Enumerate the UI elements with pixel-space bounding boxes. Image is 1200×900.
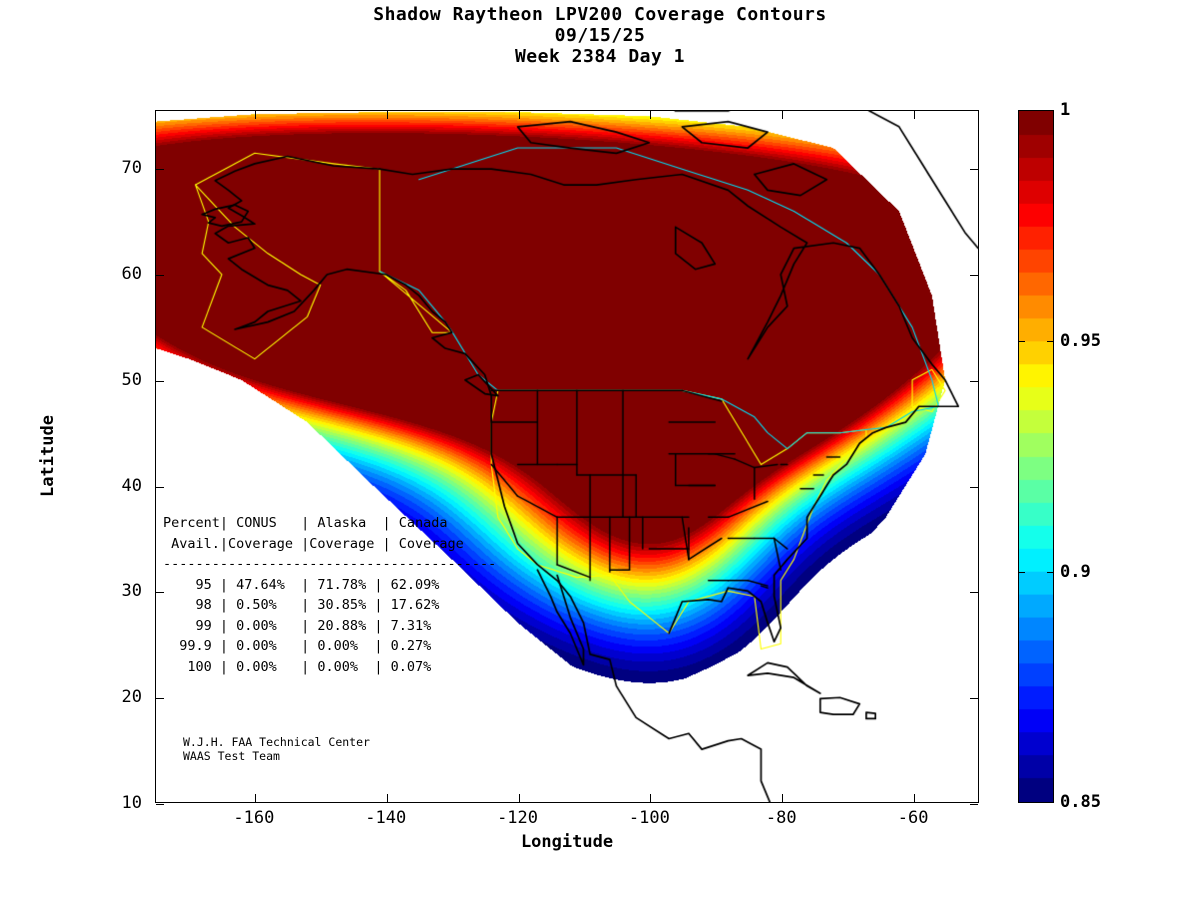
y-tick-50: [970, 380, 978, 382]
y-tick-30: [156, 592, 164, 594]
x-tick-label--80: -80: [765, 808, 797, 828]
y-tick-50: [156, 380, 164, 382]
colorbar-label-0.85: 0.85: [1060, 792, 1101, 812]
colorbar-label-0.9: 0.9: [1060, 562, 1091, 582]
colorbar-tick-0.9: [1047, 572, 1054, 573]
x-tick-label--100: -100: [628, 808, 670, 828]
x-tick-label--160: -160: [233, 808, 275, 828]
y-tick-label-40: 40: [121, 475, 142, 496]
y-tick-60: [156, 274, 164, 276]
colorbar-tick-0.95: [1047, 341, 1054, 342]
x-tick-label--120: -120: [497, 808, 539, 828]
colorbar-gradient: [1018, 110, 1054, 803]
y-tick-label-20: 20: [121, 687, 142, 708]
y-tick-70: [156, 169, 164, 171]
x-axis-title: Longitude: [520, 832, 614, 852]
x-tick--120: [518, 111, 520, 119]
y-tick-30: [970, 592, 978, 594]
colorbar-tick-0.95: [1018, 341, 1025, 342]
chart-title: Shadow Raytheon LPV200 Coverage Contours…: [0, 4, 1200, 67]
y-tick-label-10: 10: [121, 793, 142, 813]
x-tick--60: [914, 111, 916, 119]
y-tick-label-50: 50: [121, 369, 142, 390]
x-tick--100: [650, 111, 652, 119]
coverage-stats-table: Percent| CONUS | Alaska | Canada Avail.|…: [163, 515, 497, 675]
x-tick-label--140: -140: [365, 808, 407, 828]
x-tick--100: [650, 794, 652, 802]
y-tick-70: [970, 169, 978, 171]
x-tick-label--60: -60: [897, 808, 929, 828]
y-tick-40: [970, 486, 978, 488]
y-tick-10: [156, 804, 164, 805]
y-tick-20: [156, 698, 164, 700]
x-tick--120: [518, 794, 520, 802]
x-tick--80: [782, 111, 784, 119]
y-tick-label-70: 70: [121, 158, 142, 179]
x-tick--160: [254, 111, 256, 119]
y-tick-label-30: 30: [121, 581, 142, 602]
y-tick-10: [970, 804, 978, 805]
y-tick-20: [970, 698, 978, 700]
title-line-1: Shadow Raytheon LPV200 Coverage Contours: [373, 4, 827, 25]
title-line-2: 09/15/25: [554, 25, 646, 46]
colorbar-label-0.95: 0.95: [1060, 331, 1101, 351]
credit-text: W.J.H. FAA Technical Center WAAS Test Te…: [183, 735, 370, 763]
colorbar: [1018, 110, 1054, 803]
x-tick--80: [782, 794, 784, 802]
coverage-contour-canvas: [156, 111, 978, 802]
y-tick-60: [970, 274, 978, 276]
y-axis-title: Latitude: [38, 415, 58, 497]
y-tick-label-60: 60: [121, 263, 142, 284]
colorbar-label-1: 1: [1060, 100, 1071, 120]
x-tick--160: [254, 794, 256, 802]
x-tick--140: [386, 111, 388, 119]
map-plot-area: [155, 110, 979, 805]
title-line-3: Week 2384 Day 1: [514, 46, 686, 67]
x-tick--60: [914, 794, 916, 802]
y-tick-40: [156, 486, 164, 488]
colorbar-tick-0.9: [1018, 572, 1025, 573]
x-tick--140: [386, 794, 388, 802]
